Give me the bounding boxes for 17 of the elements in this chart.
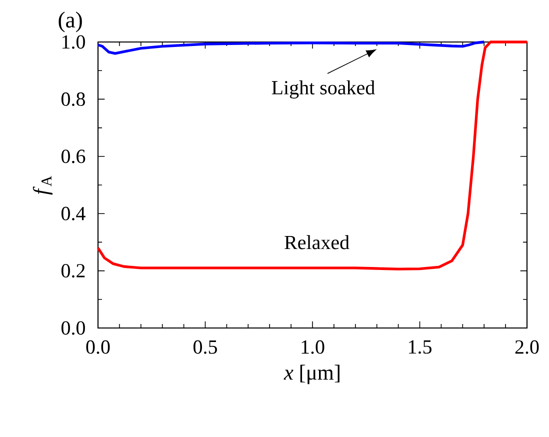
y-tick-label: 0.0 (61, 321, 85, 335)
x-tick-label: 1.0 (302, 340, 324, 354)
series-label: Light soaked (272, 80, 375, 99)
y-tick-label: 0.2 (61, 264, 85, 278)
y-tick-label: 0.6 (61, 150, 86, 164)
line-series (96, 40, 486, 55)
series-label: Relaxed (284, 235, 350, 250)
x-axis-title: x [μm] (284, 364, 340, 384)
x-tick-label: 0.0 (86, 340, 110, 354)
x-tick-label: 2.0 (515, 340, 539, 354)
text: (a) (58, 12, 82, 32)
x-tick-label: 1.5 (409, 340, 432, 354)
y-tick-label: 0.8 (61, 92, 85, 106)
y-tick-label: 1.0 (62, 35, 85, 49)
y-tick-label: 0.4 (61, 206, 86, 220)
x-tick-label: 0.5 (194, 340, 217, 354)
y-axis-title: f$_{A}$ (32, 176, 52, 195)
